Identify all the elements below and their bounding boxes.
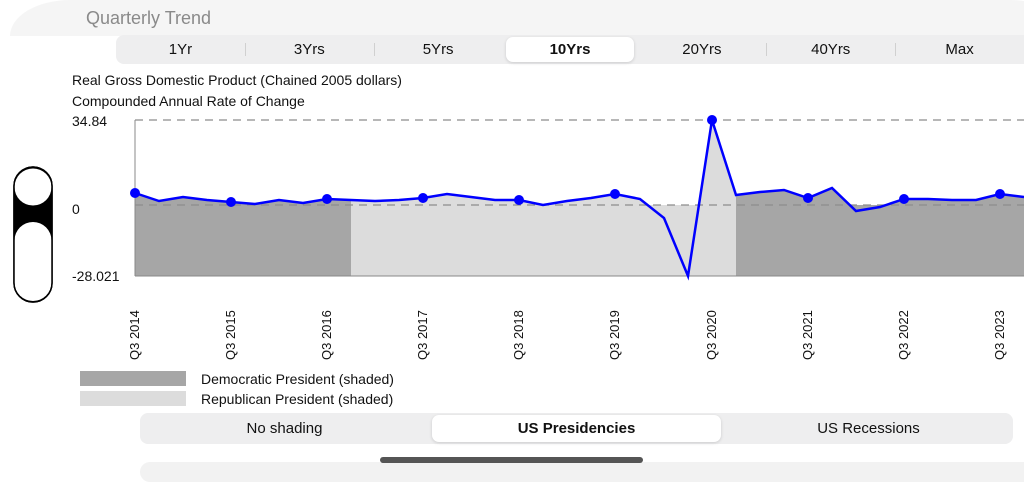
range-segmented-control: 1Yr 3Yrs 5Yrs 10Yrs 20Yrs 40Yrs Max (116, 35, 1024, 64)
x-tick-label: Q3 2021 (800, 310, 815, 360)
y-zero-label: 0 (72, 201, 80, 217)
gdp-line-chart (130, 115, 1024, 281)
chart-subtitle: Compounded Annual Rate of Change (72, 93, 305, 109)
y-min-label: -28.021 (72, 268, 120, 284)
tab-40yrs[interactable]: 40Yrs (766, 35, 895, 64)
shade-democratic-1 (135, 205, 351, 276)
page-title: Quarterly Trend (86, 8, 212, 28)
tab-3yrs[interactable]: 3Yrs (244, 35, 374, 64)
tab-us-recessions[interactable]: US Recessions (817, 420, 920, 437)
x-tick-label: Q3 2020 (704, 310, 719, 360)
tab-10yrs[interactable]: 10Yrs (505, 37, 635, 62)
x-tick-label: Q3 2019 (607, 310, 622, 360)
tab-max[interactable]: Max (895, 35, 1024, 64)
tab-20yrs[interactable]: 20Yrs (682, 41, 722, 58)
x-tick-label: Q3 2016 (319, 310, 334, 360)
tab-1yr[interactable]: 1Yr (168, 41, 193, 58)
gdp-line (134, 119, 1024, 281)
bottom-panel (140, 462, 1024, 482)
slider-toggle-icon[interactable] (13, 166, 53, 303)
x-tick-label: Q3 2018 (511, 310, 526, 360)
scroll-indicator[interactable] (380, 457, 643, 463)
area-fill (135, 193, 351, 205)
shading-segmented-control: No shading US Presidencies US Recessions (140, 413, 1013, 444)
x-tick-label: Q3 2014 (127, 310, 142, 360)
data-markers (130, 115, 1005, 207)
legend-swatch-republican (80, 391, 186, 406)
x-tick-label: Q3 2022 (896, 310, 911, 360)
header-background (10, 0, 1024, 36)
tab-5yrs[interactable]: 5Yrs (373, 35, 503, 64)
legend-swatch-democratic (80, 371, 186, 386)
legend-label-republican: Republican President (shaded) (201, 391, 394, 407)
tab-us-presidencies[interactable]: US Presidencies (432, 415, 721, 442)
chart-title: Real Gross Domestic Product (Chained 200… (72, 72, 402, 88)
x-tick-label: Q3 2015 (223, 310, 238, 360)
x-tick-label: Q3 2017 (415, 310, 430, 360)
y-max-label: 34.84 (72, 113, 108, 129)
shade-democratic-2 (736, 205, 1024, 276)
legend-label-democratic: Democratic President (shaded) (201, 371, 394, 387)
x-tick-label: Q3 2023 (992, 310, 1007, 360)
tab-no-shading[interactable]: No shading (246, 420, 323, 437)
